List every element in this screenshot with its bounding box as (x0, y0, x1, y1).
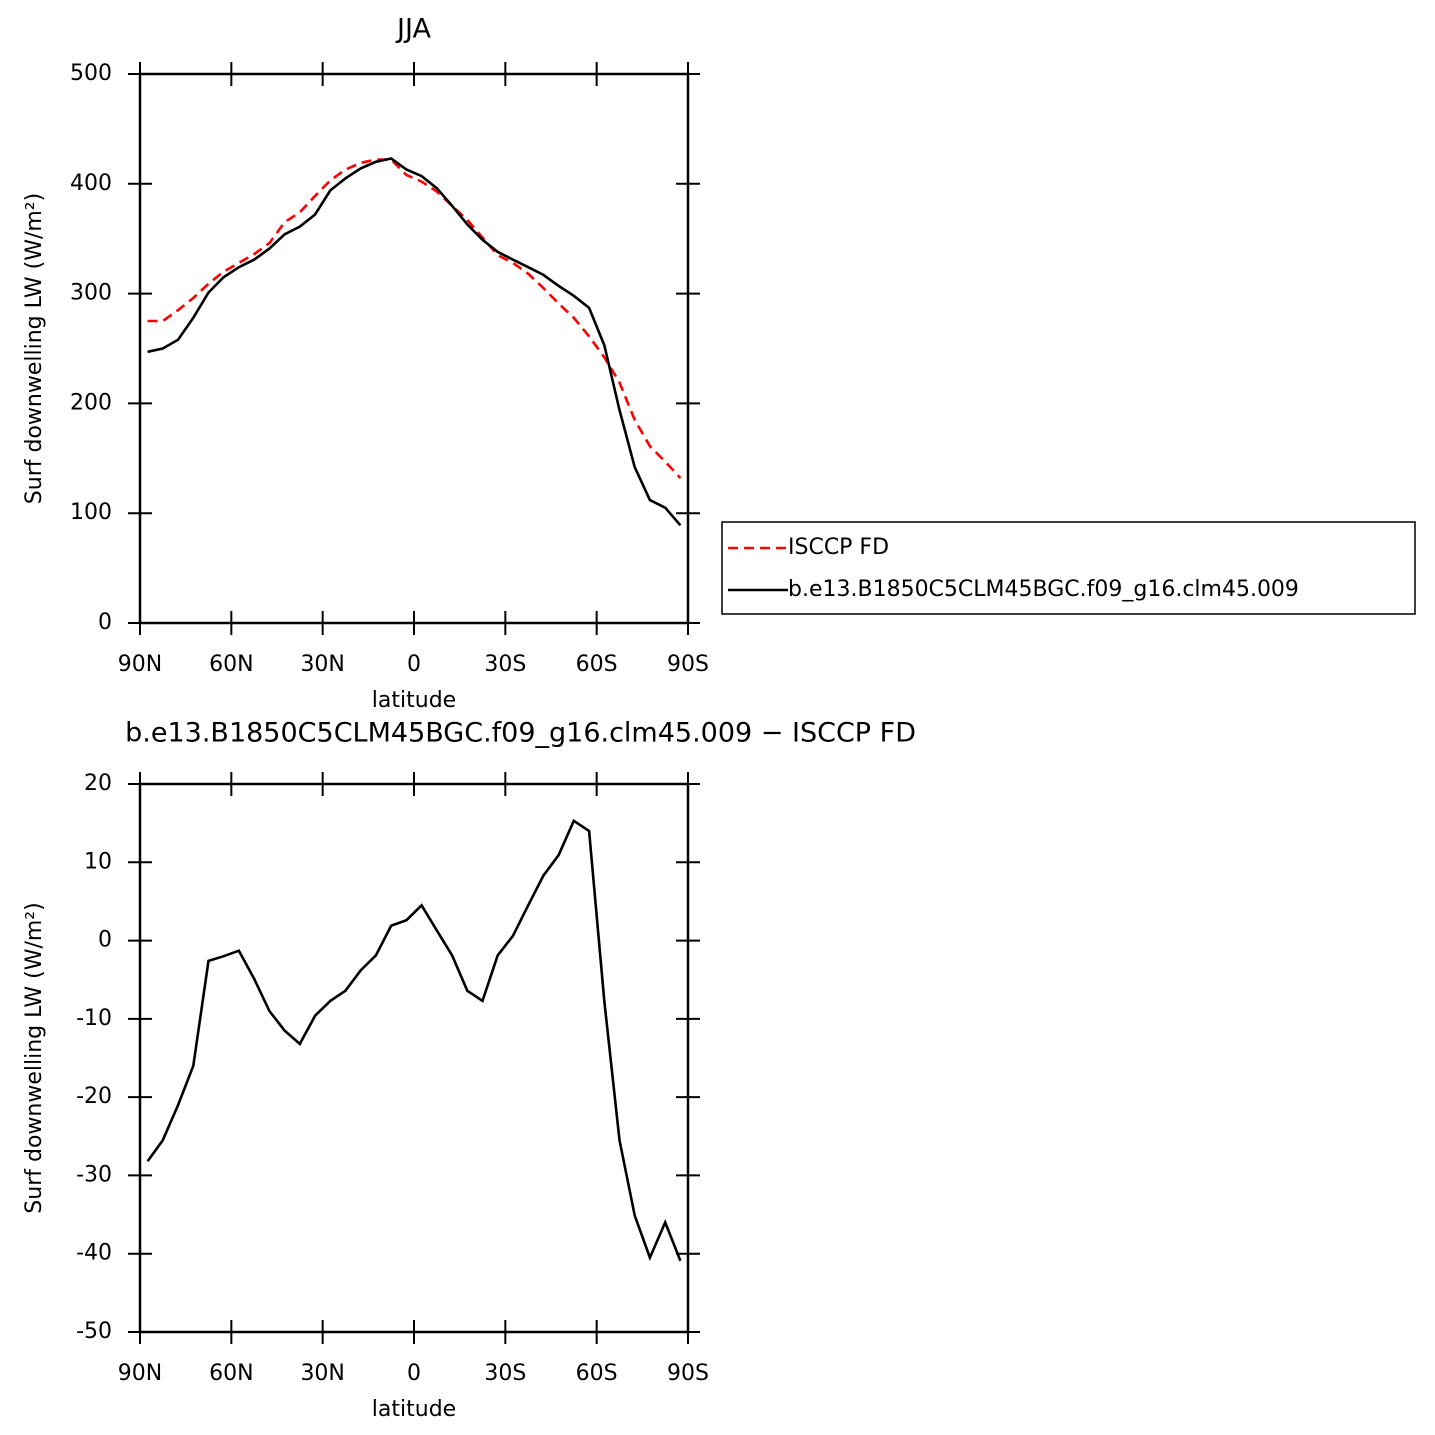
data-line (147, 158, 682, 479)
y-tick-label: 100 (70, 500, 112, 525)
data-line (147, 157, 682, 527)
chart-title: JJA (395, 14, 431, 45)
y-tick-label: 200 (70, 390, 112, 415)
y-tick-label: 400 (70, 171, 112, 196)
x-tick-label: 30N (300, 652, 344, 677)
y-tick-label: -40 (76, 1241, 112, 1266)
chart-title: b.e13.B1850C5CLM45BGC.f09_g16.clm45.009 … (125, 718, 916, 749)
y-tick-label: 10 (84, 849, 112, 874)
x-tick-label: 60N (209, 652, 253, 677)
x-tick-label: 60S (576, 1361, 618, 1386)
legend-box (721, 521, 1416, 615)
x-tick-label: 30S (484, 1361, 526, 1386)
x-tick-label: 60S (576, 652, 618, 677)
legend-label: ISCCP FD (788, 535, 889, 560)
y-tick-label: -20 (76, 1084, 112, 1109)
data-line (146, 818, 682, 1262)
x-tick-label: 0 (407, 1361, 421, 1386)
plot-frame (138, 782, 690, 1334)
x-tick-label: 0 (407, 652, 421, 677)
y-tick-label: 300 (70, 281, 112, 306)
x-tick-label: 90N (118, 652, 162, 677)
x-axis-label: latitude (372, 1397, 456, 1422)
y-tick-label: -50 (76, 1319, 112, 1344)
legend-label: b.e13.B1850C5CLM45BGC.f09_g16.clm45.009 (788, 577, 1299, 602)
y-axis-label: Surf downwelling LW (W/m²) (22, 193, 47, 504)
x-axis-label: latitude (372, 688, 456, 713)
y-tick-label: 0 (98, 928, 112, 953)
x-tick-label: 90S (667, 652, 709, 677)
x-tick-label: 60N (209, 1361, 253, 1386)
y-tick-label: -30 (76, 1162, 112, 1187)
y-axis-label: Surf downwelling LW (W/m²) (22, 902, 47, 1213)
x-tick-label: 90S (667, 1361, 709, 1386)
y-tick-label: 500 (70, 61, 112, 86)
y-tick-label: 0 (98, 610, 112, 635)
x-tick-label: 30N (300, 1361, 344, 1386)
y-tick-label: -10 (76, 1006, 112, 1031)
x-tick-label: 30S (484, 652, 526, 677)
y-tick-label: 20 (84, 771, 112, 796)
x-tick-label: 90N (118, 1361, 162, 1386)
